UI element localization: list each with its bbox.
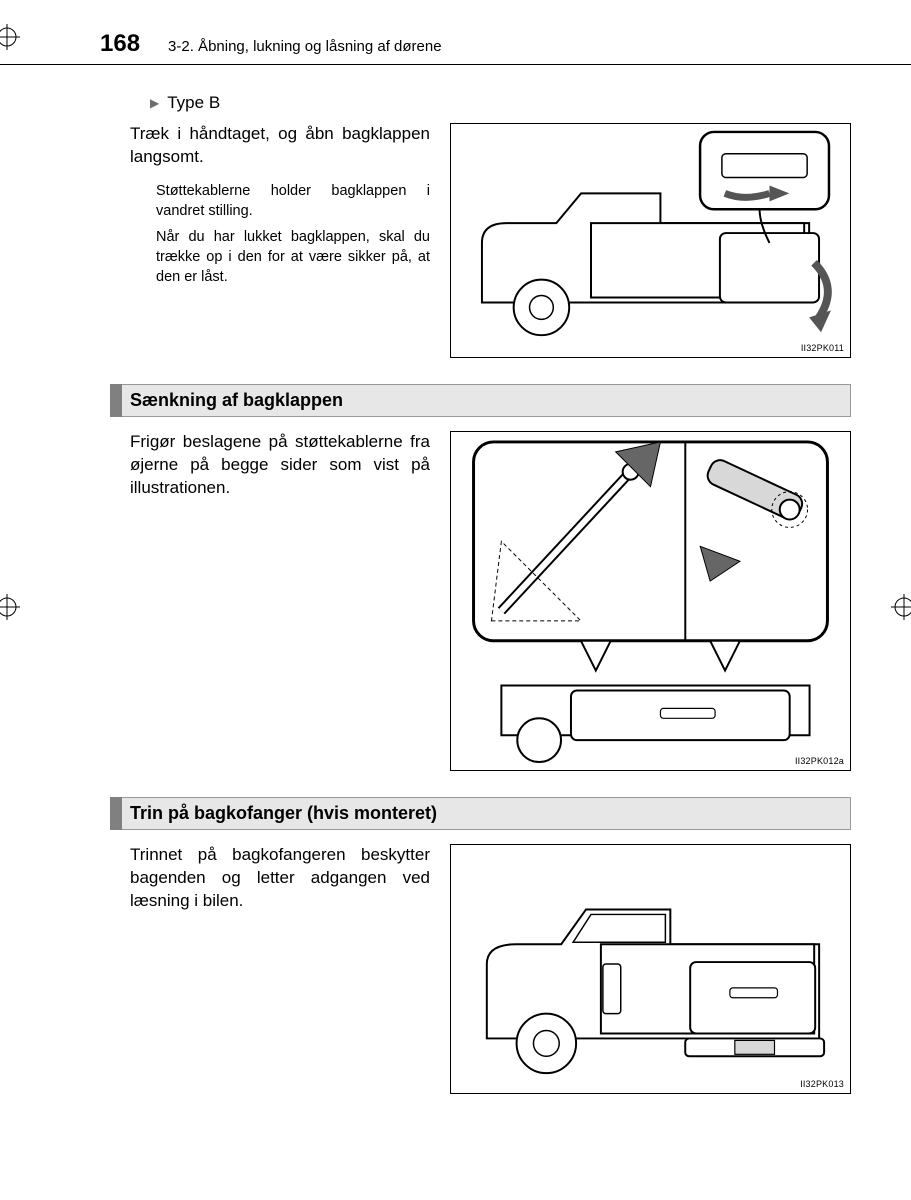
- figure-label: II32PK012a: [795, 756, 844, 766]
- type-b-detail-1: Støttekablerne holder bagklappen i vandr…: [156, 181, 430, 221]
- type-b-lead-text: Træk i håndtaget, og åbn bagklappen lang…: [130, 123, 430, 169]
- figure-support-cables: II32PK012a: [450, 431, 851, 771]
- type-b-detail-2: Når du har lukket bagklappen, skal du tr…: [156, 227, 430, 287]
- section-tab: [110, 797, 122, 830]
- figure-bumper-step: II32PK013: [450, 844, 851, 1094]
- figure-label: II32PK013: [800, 1079, 844, 1089]
- support-cable-illustration: [451, 432, 850, 770]
- lowering-lead-text: Frigør beslagene på støttekablerne fra ø…: [130, 431, 430, 500]
- section-header-lowering: Sænkning af bagklappen: [110, 384, 851, 417]
- figure-label: II32PK011: [801, 343, 844, 353]
- section-title-lowering: Sænkning af bagklappen: [122, 384, 851, 417]
- section-tab: [110, 384, 122, 417]
- crop-mark-icon: [0, 594, 20, 620]
- page-number: 168: [100, 30, 140, 58]
- truck-tailgate-illustration: [451, 124, 850, 357]
- section-breadcrumb: 3-2. Åbning, lukning og låsning af døren…: [168, 38, 442, 55]
- header-divider: [0, 64, 911, 65]
- triangle-bullet-icon: ▶: [150, 96, 159, 110]
- section-title-step: Trin på bagkofanger (hvis monteret): [122, 797, 851, 830]
- figure-tailgate-open: II32PK011: [450, 123, 851, 358]
- subtype-label: Type B: [167, 93, 220, 113]
- bumper-step-illustration: [451, 845, 850, 1093]
- step-lead-text: Trinnet på bagkofangeren beskytter bagen…: [130, 844, 430, 913]
- crop-mark-icon: [0, 24, 20, 50]
- crop-mark-icon: [891, 594, 911, 620]
- section-header-step: Trin på bagkofanger (hvis monteret): [110, 797, 851, 830]
